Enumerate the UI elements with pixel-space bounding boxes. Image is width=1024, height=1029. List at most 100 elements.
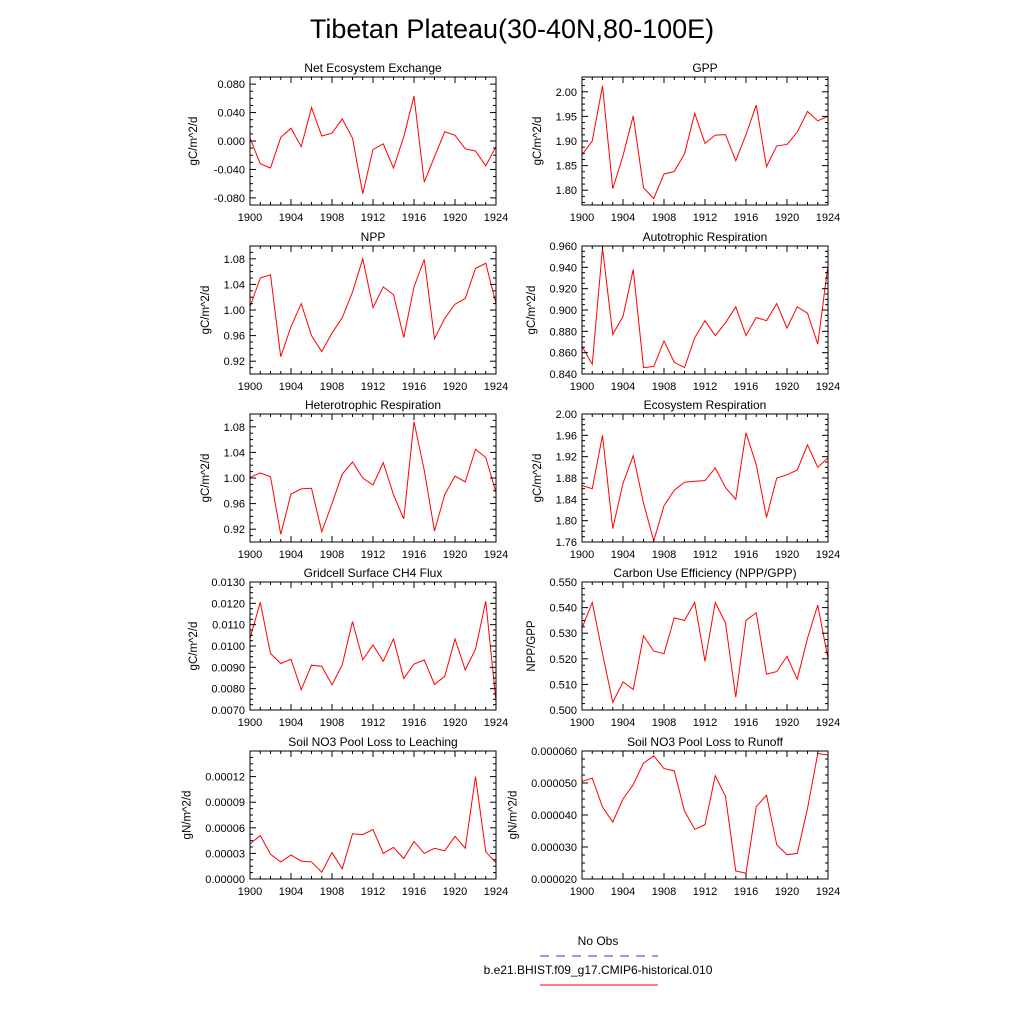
x-tick-label: 1916 xyxy=(402,549,426,561)
y-tick-label: 0.520 xyxy=(549,654,577,666)
x-tick-label: 1924 xyxy=(816,717,840,729)
panel-grid: Net Ecosystem Exchange 1900 1904 1908 1912 19… xyxy=(182,61,841,898)
x-tick-label: 1916 xyxy=(734,549,758,561)
plot-frame xyxy=(249,581,497,711)
y-axis-label: gC/m^2/d xyxy=(200,454,212,503)
y-axis-label: gN/m^2/d xyxy=(507,791,519,840)
y-tick-label: 1.92 xyxy=(556,452,577,464)
x-tick-label: 1924 xyxy=(484,212,508,224)
legend-label-model-run: b.e21.BHIST.f09_g17.CMIP6-historical.010 xyxy=(484,963,713,977)
y-tick-label: 0.960 xyxy=(549,241,577,253)
series-line xyxy=(250,96,496,194)
y-tick-label: 1.84 xyxy=(556,494,577,506)
y-tick-label: 0.000030 xyxy=(531,842,577,854)
panel-title: Heterotrophic Respiration xyxy=(305,398,441,412)
y-tick-label: 0.940 xyxy=(549,262,577,274)
x-tick-label: 1920 xyxy=(775,381,799,393)
y-tick-label: 0.0110 xyxy=(212,620,245,632)
x-tick-label: 1904 xyxy=(279,381,303,393)
x-tick-label: 1924 xyxy=(484,717,508,729)
x-tick-label: 1912 xyxy=(693,212,717,224)
plot-frame xyxy=(249,245,497,375)
x-tick-label: 1900 xyxy=(570,381,594,393)
x-tick-label: 1904 xyxy=(279,717,303,729)
plot-frame xyxy=(581,245,829,375)
y-tick-label: 1.96 xyxy=(556,430,577,442)
x-tick-label: 1916 xyxy=(734,717,758,729)
y-tick-label: 1.04 xyxy=(224,279,245,291)
x-tick-label: 1908 xyxy=(652,717,676,729)
panel-gridcell-surface-ch4-flux: Gridcell Surface CH4 Flux 1900 1904 1908 191… xyxy=(188,566,508,729)
x-tick-label: 1908 xyxy=(320,549,344,561)
x-tick-label: 1920 xyxy=(775,886,799,898)
plot-frame xyxy=(581,76,829,206)
panel-soil-no3-pool-loss-to-leaching: Soil NO3 Pool Loss to Leaching 1900 1904 19… xyxy=(182,735,509,898)
panel-title: NPP xyxy=(361,230,386,244)
x-tick-label: 1912 xyxy=(361,381,385,393)
x-tick-label: 1912 xyxy=(361,212,385,224)
y-tick-label: 1.95 xyxy=(556,111,577,123)
x-tick-label: 1900 xyxy=(570,886,594,898)
y-tick-label: 1.80 xyxy=(556,516,577,528)
y-tick-label: 0.0100 xyxy=(211,641,245,653)
y-tick-label: 1.00 xyxy=(224,305,245,317)
figure-title: Tibetan Plateau(30-40N,80-100E) xyxy=(310,14,714,44)
x-tick-label: 1908 xyxy=(652,212,676,224)
x-tick-label: 1916 xyxy=(734,886,758,898)
x-tick-label: 1924 xyxy=(484,549,508,561)
panel-title: Soil NO3 Pool Loss to Leaching xyxy=(288,735,457,749)
series-line xyxy=(582,600,828,704)
y-tick-label: 0.00009 xyxy=(205,797,245,809)
y-tick-label: 0.0070 xyxy=(211,705,245,717)
x-tick-label: 1924 xyxy=(816,886,840,898)
y-tick-label: 1.85 xyxy=(556,161,577,173)
series-line xyxy=(250,421,496,535)
x-tick-label: 1920 xyxy=(443,717,467,729)
panel-title: Ecosystem Respiration xyxy=(644,398,767,412)
x-tick-label: 1904 xyxy=(279,886,303,898)
y-axis-label: gC/m^2/d xyxy=(526,286,538,335)
plot-frame xyxy=(581,750,829,880)
y-tick-label: 0.500 xyxy=(549,705,577,717)
y-tick-label: 1.80 xyxy=(556,185,577,197)
x-tick-label: 1912 xyxy=(693,381,717,393)
x-tick-label: 1900 xyxy=(238,886,262,898)
panel-gpp: GPP 1900 1904 1908 1912 1916 1920 1924 1.80 1.85 1… xyxy=(532,61,840,224)
panel-title: Autotrophic Respiration xyxy=(643,230,768,244)
y-tick-label: 0.96 xyxy=(224,331,245,343)
x-tick-label: 1912 xyxy=(693,886,717,898)
x-tick-label: 1900 xyxy=(570,717,594,729)
x-tick-label: 1900 xyxy=(238,381,262,393)
panel-title: Net Ecosystem Exchange xyxy=(304,61,442,75)
y-tick-label: 0.92 xyxy=(224,524,245,536)
y-tick-label: 0.000060 xyxy=(531,746,577,758)
x-tick-label: 1904 xyxy=(611,212,635,224)
x-tick-label: 1900 xyxy=(238,212,262,224)
series-line xyxy=(582,752,828,874)
panel-title: Soil NO3 Pool Loss to Runoff xyxy=(627,735,784,749)
x-tick-label: 1908 xyxy=(320,381,344,393)
x-tick-label: 1916 xyxy=(402,381,426,393)
y-tick-label: 0.540 xyxy=(549,603,577,615)
y-tick-label: -0.040 xyxy=(214,164,245,176)
y-tick-label: 0.000040 xyxy=(531,810,577,822)
y-tick-label: 0.0080 xyxy=(211,684,245,696)
x-tick-label: 1912 xyxy=(361,717,385,729)
y-tick-label: 0.550 xyxy=(549,577,577,589)
x-tick-label: 1908 xyxy=(652,886,676,898)
x-tick-label: 1912 xyxy=(361,886,385,898)
x-tick-label: 1908 xyxy=(320,886,344,898)
y-tick-label: 0.040 xyxy=(217,108,245,120)
x-tick-label: 1904 xyxy=(611,886,635,898)
x-tick-label: 1924 xyxy=(816,381,840,393)
series-line xyxy=(250,601,496,702)
y-tick-label: 0.000 xyxy=(217,136,245,148)
series-line xyxy=(582,248,828,369)
panel-heterotrophic-respiration: Heterotrophic Respiration 1900 1904 1908 191… xyxy=(200,398,508,561)
y-tick-label: 2.00 xyxy=(556,87,577,99)
series-line xyxy=(582,432,828,542)
y-tick-label: 0.840 xyxy=(549,369,577,381)
y-tick-label: 1.76 xyxy=(556,537,577,549)
y-tick-label: 0.080 xyxy=(217,79,245,91)
